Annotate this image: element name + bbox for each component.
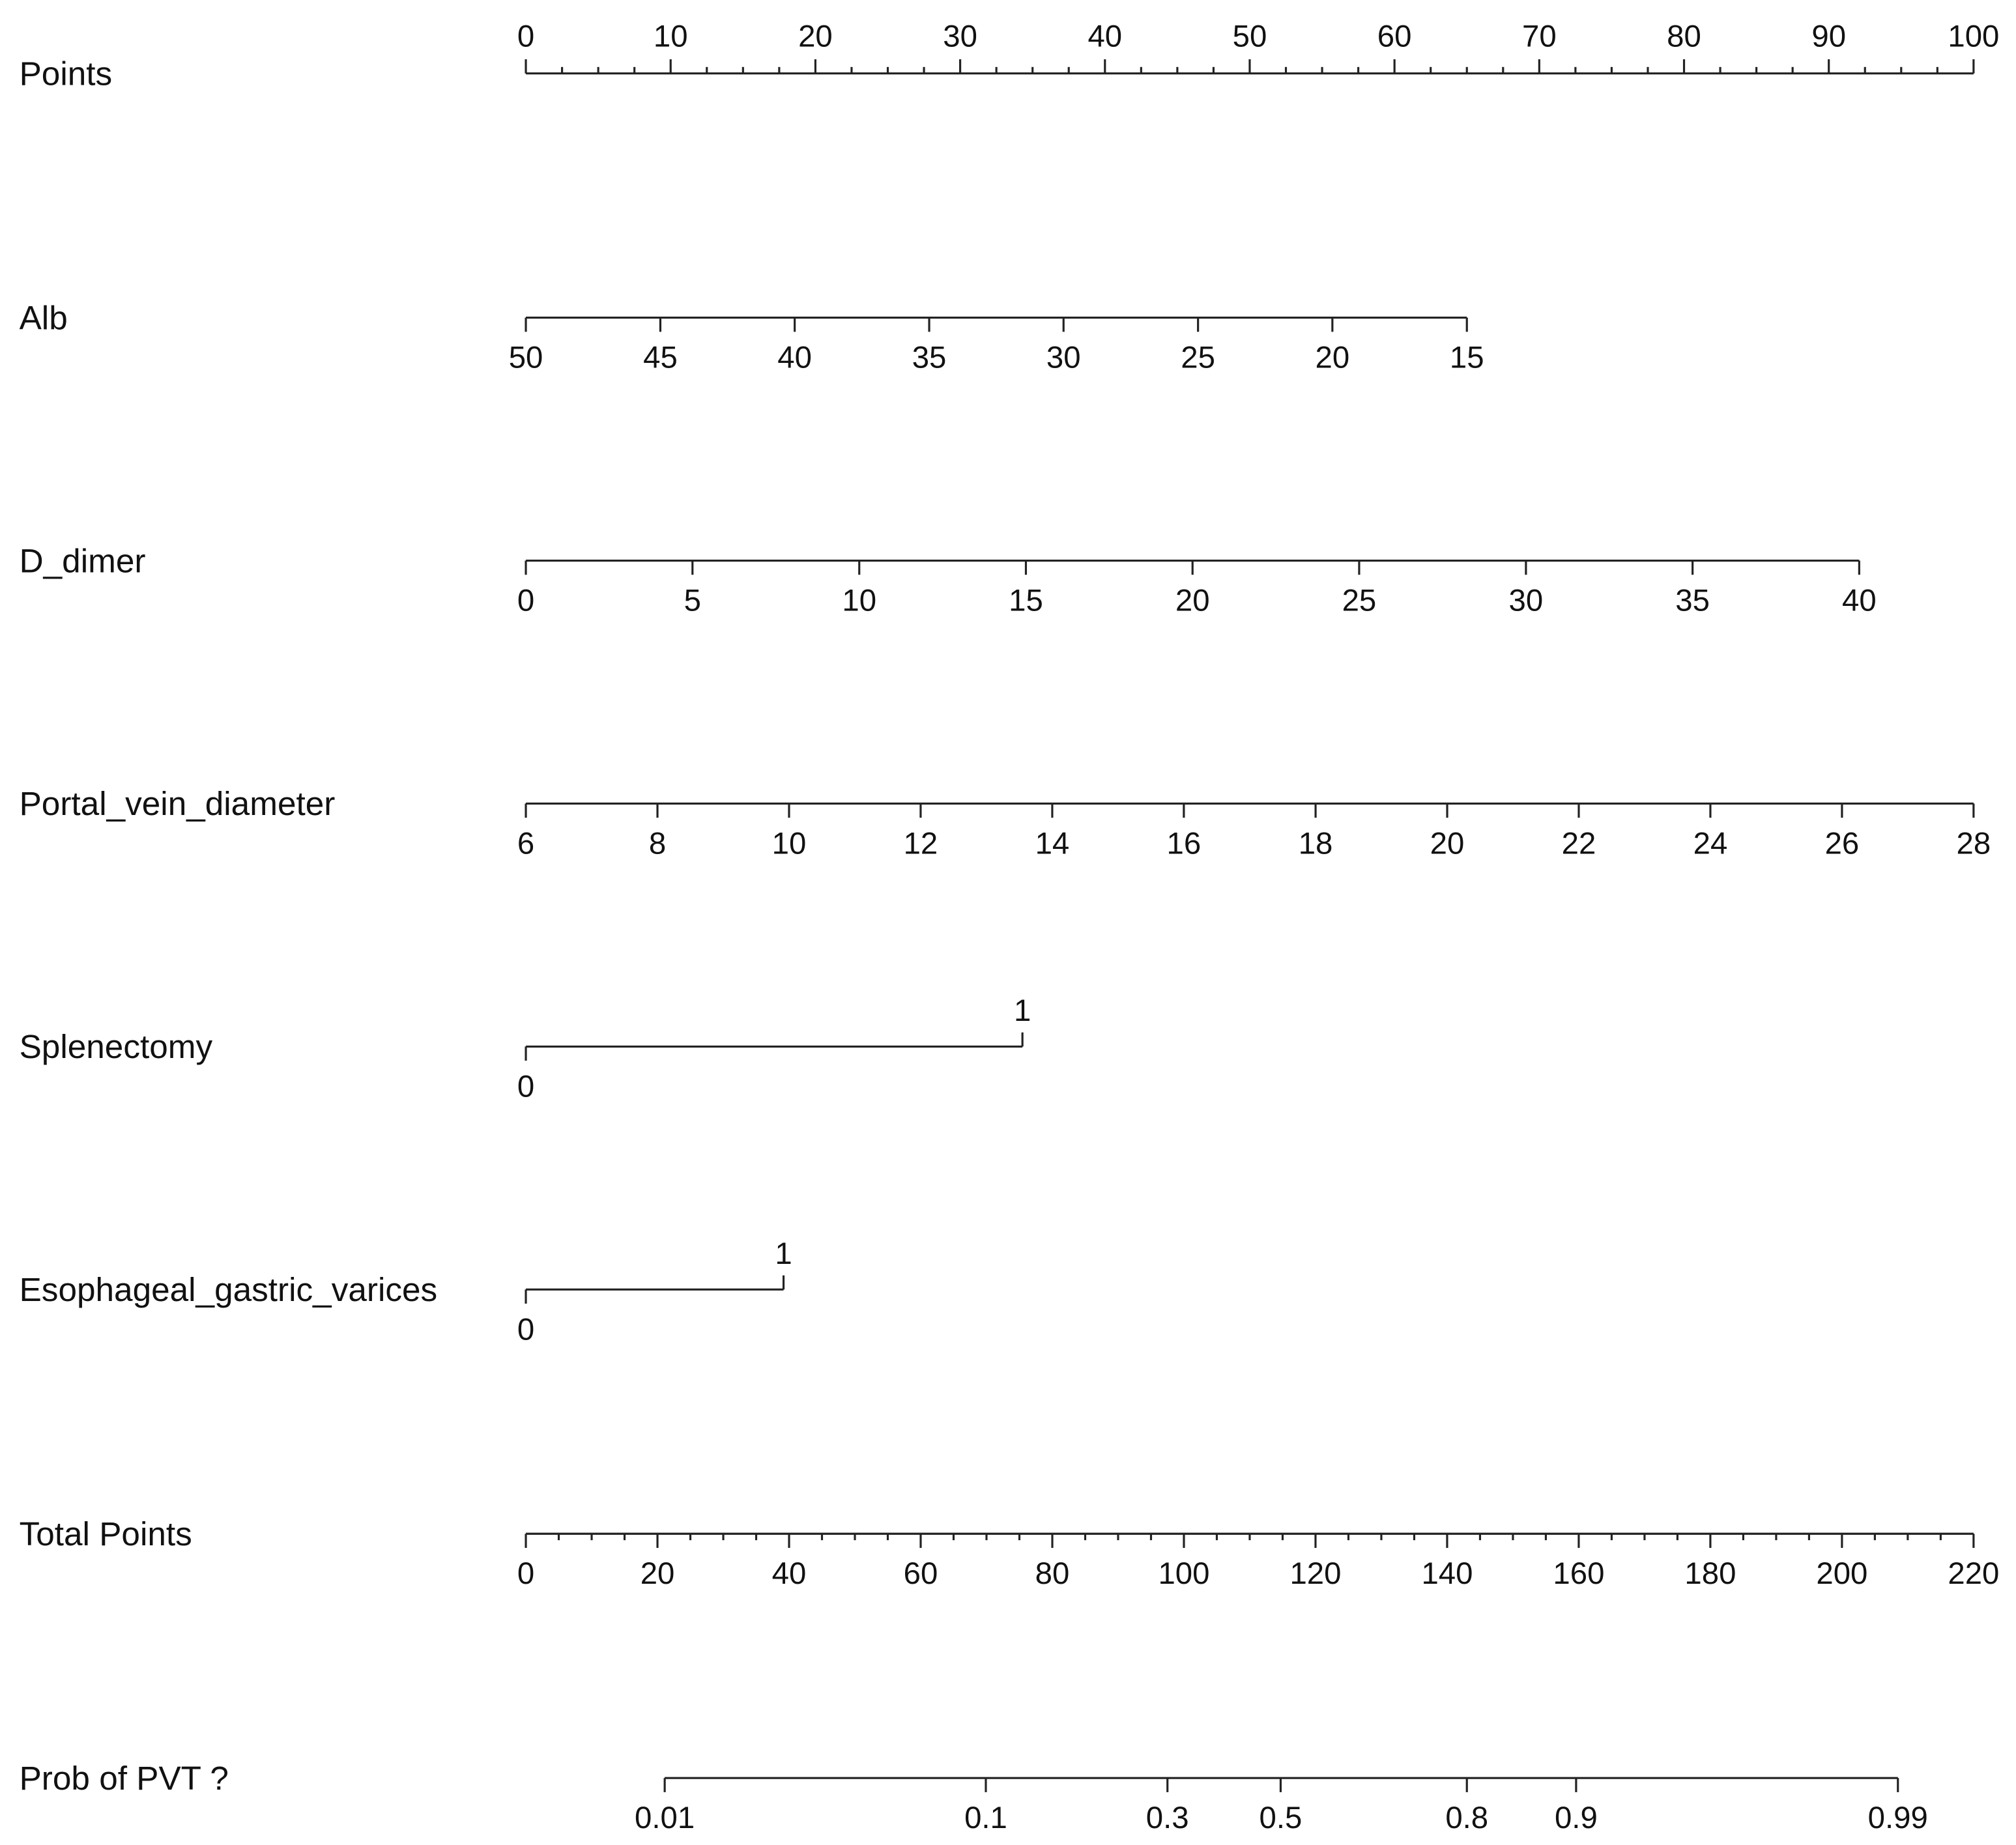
- tick-label: 18: [1299, 826, 1333, 861]
- row-label: Prob of PVT ?: [20, 1760, 229, 1797]
- tick-label: 30: [1046, 341, 1081, 375]
- tick-label: 0: [517, 583, 534, 618]
- tick-label: 10: [654, 19, 688, 53]
- tick-label: 10: [772, 826, 807, 861]
- tick-label: 0: [517, 1069, 534, 1104]
- tick-label: 0: [517, 19, 534, 53]
- tick-label: 1: [1014, 994, 1031, 1028]
- tick-label: 35: [912, 341, 947, 375]
- row-label: D_dimer: [20, 542, 146, 579]
- tick-label: 16: [1167, 826, 1202, 861]
- tick-label: 10: [842, 583, 876, 618]
- tick-label: 40: [777, 341, 812, 375]
- tick-label: 20: [1175, 583, 1210, 618]
- tick-label: 8: [649, 826, 666, 861]
- tick-label: 25: [1181, 341, 1215, 375]
- tick-label: 60: [1377, 19, 1412, 53]
- tick-label: 220: [1948, 1556, 1999, 1591]
- tick-label: 100: [1948, 19, 1999, 53]
- tick-label: 22: [1562, 826, 1596, 861]
- tick-label: 140: [1421, 1556, 1473, 1591]
- tick-label: 5: [684, 583, 701, 618]
- tick-label: 20: [1315, 341, 1349, 375]
- tick-label: 25: [1342, 583, 1377, 618]
- tick-label: 24: [1693, 826, 1728, 861]
- tick-label: 15: [1009, 583, 1043, 618]
- tick-label: 14: [1035, 826, 1070, 861]
- row-label: Portal_vein_diameter: [20, 785, 336, 822]
- tick-label: 200: [1816, 1556, 1867, 1591]
- tick-label: 50: [1233, 19, 1267, 53]
- tick-label: 80: [1667, 19, 1701, 53]
- tick-label: 0.1: [964, 1801, 1007, 1835]
- row-label: Splenectomy: [20, 1028, 213, 1065]
- row-label: Alb: [20, 299, 68, 336]
- tick-label: 40: [1087, 19, 1122, 53]
- row-label: Total Points: [20, 1515, 192, 1552]
- tick-label: 35: [1675, 583, 1710, 618]
- tick-label: 0.3: [1146, 1801, 1189, 1835]
- tick-label: 26: [1825, 826, 1860, 861]
- tick-label: 160: [1553, 1556, 1604, 1591]
- tick-label: 1: [775, 1237, 792, 1271]
- tick-label: 0.9: [1555, 1801, 1598, 1835]
- tick-label: 90: [1811, 19, 1846, 53]
- tick-label: 0: [517, 1556, 534, 1591]
- tick-label: 0.01: [635, 1801, 695, 1835]
- tick-label: 50: [509, 341, 543, 375]
- tick-label: 30: [943, 19, 977, 53]
- tick-label: 100: [1158, 1556, 1209, 1591]
- tick-label: 20: [641, 1556, 675, 1591]
- tick-label: 28: [1957, 826, 1991, 861]
- tick-label: 0.99: [1868, 1801, 1928, 1835]
- tick-label: 6: [517, 826, 534, 861]
- tick-label: 120: [1289, 1556, 1341, 1591]
- tick-label: 45: [643, 341, 678, 375]
- tick-label: 20: [798, 19, 833, 53]
- row-label: Points: [20, 55, 113, 92]
- tick-label: 40: [772, 1556, 807, 1591]
- tick-label: 12: [904, 826, 938, 861]
- tick-label: 15: [1450, 341, 1484, 375]
- tick-label: 0.8: [1445, 1801, 1488, 1835]
- tick-label: 30: [1509, 583, 1544, 618]
- tick-label: 60: [904, 1556, 938, 1591]
- tick-label: 70: [1522, 19, 1557, 53]
- tick-label: 180: [1684, 1556, 1736, 1591]
- tick-label: 40: [1842, 583, 1877, 618]
- tick-label: 0.5: [1260, 1801, 1303, 1835]
- tick-label: 0: [517, 1312, 534, 1347]
- row-label: Esophageal_gastric_varices: [20, 1271, 438, 1308]
- tick-label: 20: [1430, 826, 1465, 861]
- tick-label: 80: [1035, 1556, 1070, 1591]
